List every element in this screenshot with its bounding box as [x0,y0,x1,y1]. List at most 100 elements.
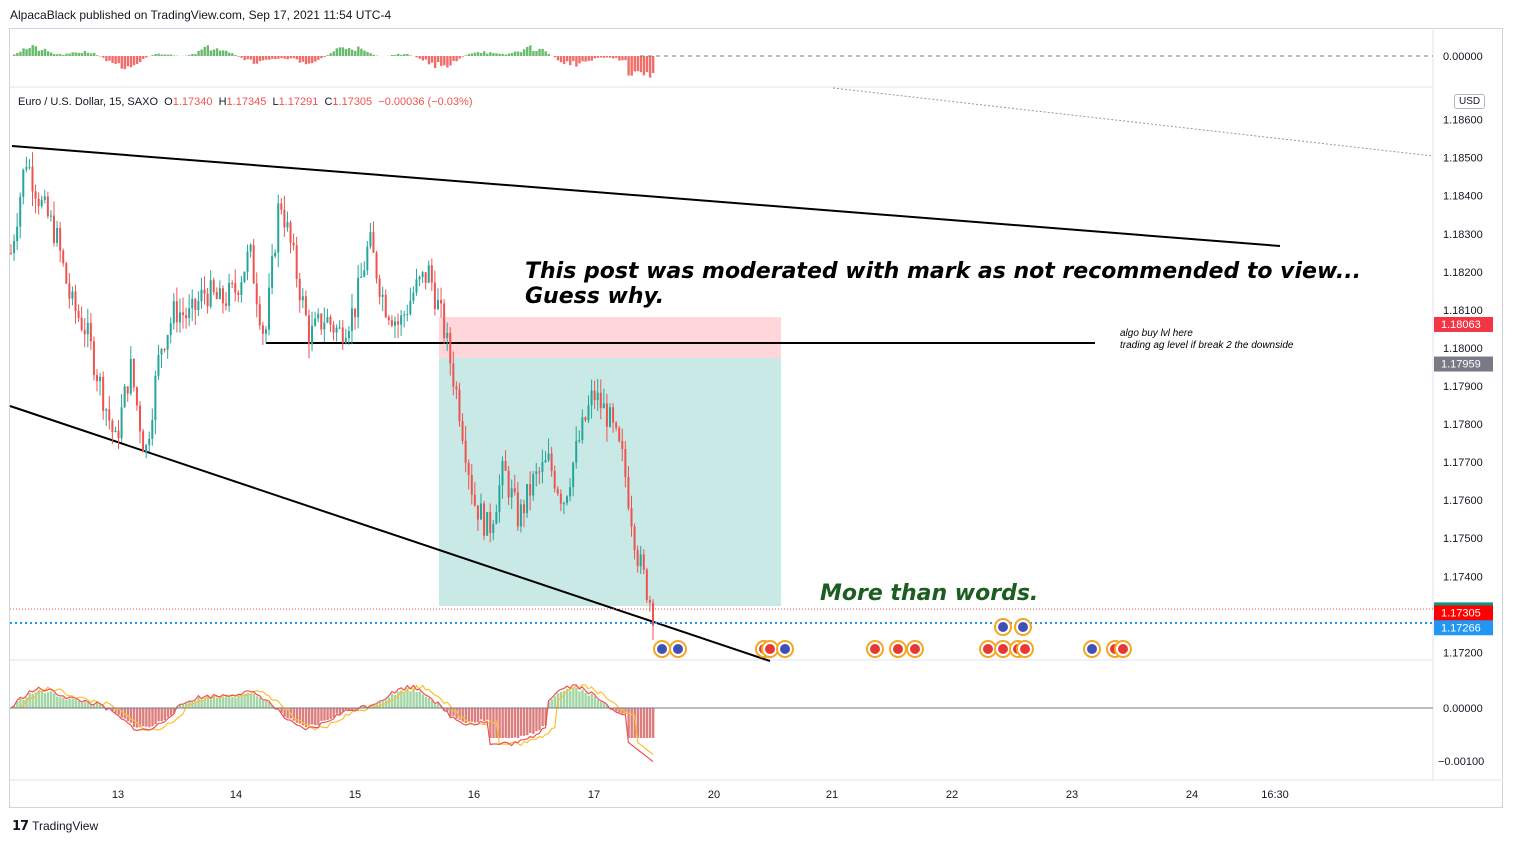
osc-bar [178,704,182,708]
osc-bar [292,708,296,721]
osc-bar [102,705,105,708]
candle-body [252,244,255,284]
candle-body [455,386,458,390]
osc-bar [424,696,428,708]
lower-trendline[interactable] [9,405,771,662]
histogram-bar [96,55,99,56]
currency-button[interactable]: USD [1454,94,1486,109]
time-axis[interactable]: 13 14 15 16 17 20 21 22 23 24 16:30 [112,789,1289,801]
histogram-bar [397,53,400,56]
histogram-bar [114,56,117,64]
histogram-bar [86,52,90,56]
osc-bar [375,704,378,708]
osc-bar [473,708,477,723]
osc-bar [569,690,572,708]
upper-trendline[interactable] [11,145,1281,247]
histogram-bar [258,56,262,62]
osc-bar [298,708,302,724]
high-value: 1.17345 [226,96,267,108]
histogram-bar [13,54,16,56]
candle-body [53,215,56,243]
flag-fill [893,644,903,654]
histogram-bar [390,55,394,56]
osc-bar [504,708,507,738]
candle-body [200,289,203,302]
osc-bar [28,692,31,708]
histogram-bar [135,56,139,64]
histogram-bar [541,49,544,56]
price-tick-partial: 1.18600 [1443,115,1483,127]
histogram-bar [538,48,541,56]
histogram-bar [160,54,163,56]
candle-body [449,332,452,364]
candle-body [218,288,221,299]
histogram-bar [535,51,538,56]
candle-body [630,508,633,527]
flag-fill [657,644,667,654]
dotted-trendline[interactable] [832,87,1434,157]
histogram-bar [25,49,28,56]
osc-bar [627,708,630,738]
histogram-bar [547,54,550,56]
candle-body [406,314,409,316]
candle-body [234,282,237,293]
candle-body [65,263,68,284]
candle-body [280,203,283,210]
osc-bar [129,708,133,723]
candle-body [544,460,547,463]
osc-bar [16,701,19,708]
economic-events[interactable] [653,618,1132,658]
algo-note-line1[interactable]: algo buy lvl here [1120,328,1193,339]
candle-body [19,196,22,227]
price-axis[interactable]: 1.18600 1.18500 1.18400 1.18300 1.18200 1.181… [1443,115,1483,660]
candle-body [231,282,234,284]
histogram-bar [277,56,280,59]
histogram-bar [440,56,443,66]
osc-bar [307,708,311,725]
long-position-stop-zone[interactable] [439,317,781,358]
histogram-bar [311,56,314,64]
more-than-words[interactable]: More than words. [820,581,1038,606]
osc-bar [590,694,593,708]
histogram-bar [31,45,34,56]
histogram-bar [532,50,535,56]
candle-body [249,244,252,252]
osc-bar [323,708,326,721]
long-position-target-zone[interactable] [439,358,781,606]
chart-frame[interactable] [9,28,1503,808]
osc-bar [188,701,191,708]
headline-line2[interactable]: Guess why. [525,284,664,309]
osc-bar [498,708,501,738]
candle-body [507,470,510,498]
histogram-bar [314,56,317,62]
algo-note-line2[interactable]: trading ag level if break 2 the downside [1120,340,1294,351]
footer[interactable]: 𝟭𝟳 TradingView [12,818,98,834]
candle-body [615,422,618,428]
osc-bar [436,702,440,708]
histogram-bar [516,51,520,56]
flag-fill [765,644,775,654]
osc-bar [212,696,216,708]
osc-bar [618,708,621,713]
candle-body [347,330,350,339]
bottom-indicator-zero-label: 0.00000 [1443,703,1483,715]
candle-body [587,405,590,421]
candle-body [332,324,335,333]
symbol-legend[interactable]: Euro / U.S. Dollar, 15, SAXO O1.17340 H1… [18,96,472,108]
histogram-bar [206,45,209,56]
headline-line1[interactable]: This post was moderated with mark as not… [525,259,1361,284]
histogram-bar [139,56,142,63]
candle-body [77,310,80,318]
osc-bar [234,697,237,708]
histogram-bar [62,54,65,56]
candle-body [495,512,498,524]
osc-bar [163,708,166,720]
osc-bar [409,691,412,708]
osc-bar [581,689,584,708]
price-tick-label: 1.18200 [1443,267,1483,279]
candle-body [40,199,43,207]
candle-body [578,439,581,441]
price-tick-label: 1.17800 [1443,419,1483,431]
histogram-bar [562,56,566,65]
